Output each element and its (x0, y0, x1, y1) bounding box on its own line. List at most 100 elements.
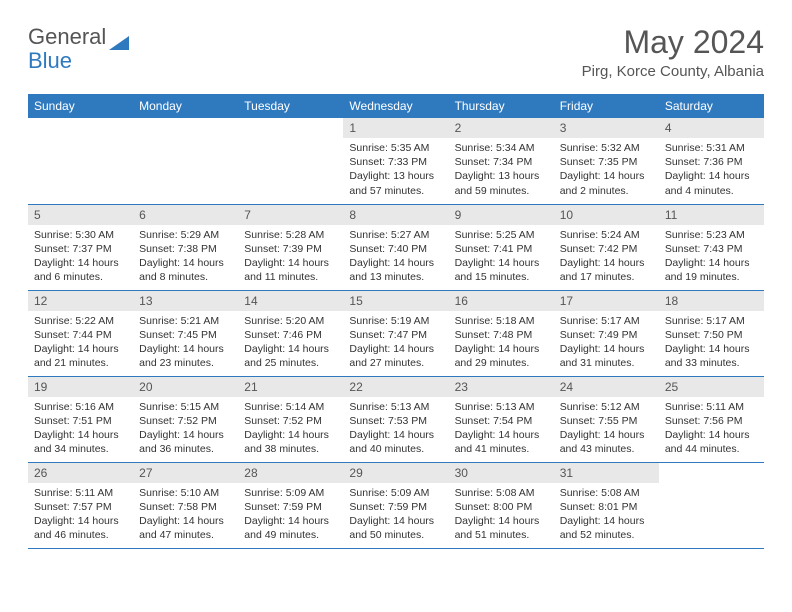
day-details: Sunrise: 5:28 AMSunset: 7:39 PMDaylight:… (238, 225, 343, 289)
sunrise-text: Sunrise: 5:08 AM (455, 486, 548, 500)
day-number: 8 (343, 205, 448, 225)
daylight-text-2: and 25 minutes. (244, 356, 337, 370)
day-details: Sunrise: 5:35 AMSunset: 7:33 PMDaylight:… (343, 138, 448, 202)
sunrise-text: Sunrise: 5:23 AM (665, 228, 758, 242)
daylight-text-1: Daylight: 14 hours (244, 514, 337, 528)
location-text: Pirg, Korce County, Albania (582, 63, 764, 80)
daylight-text-1: Daylight: 13 hours (349, 169, 442, 183)
sunrise-text: Sunrise: 5:30 AM (34, 228, 127, 242)
daylight-text-2: and 40 minutes. (349, 442, 442, 456)
weekday-header: Sunday (28, 94, 133, 118)
day-details: Sunrise: 5:13 AMSunset: 7:53 PMDaylight:… (343, 397, 448, 461)
sunrise-text: Sunrise: 5:11 AM (665, 400, 758, 414)
daylight-text-2: and 59 minutes. (455, 184, 548, 198)
sunset-text: Sunset: 7:52 PM (139, 414, 232, 428)
day-details: Sunrise: 5:15 AMSunset: 7:52 PMDaylight:… (133, 397, 238, 461)
daylight-text-1: Daylight: 14 hours (455, 428, 548, 442)
sunset-text: Sunset: 7:53 PM (349, 414, 442, 428)
calendar-day-cell: 6Sunrise: 5:29 AMSunset: 7:38 PMDaylight… (133, 204, 238, 290)
sunrise-text: Sunrise: 5:08 AM (560, 486, 653, 500)
daylight-text-2: and 44 minutes. (665, 442, 758, 456)
daylight-text-2: and 33 minutes. (665, 356, 758, 370)
sunrise-text: Sunrise: 5:20 AM (244, 314, 337, 328)
sunrise-text: Sunrise: 5:12 AM (560, 400, 653, 414)
daylight-text-2: and 34 minutes. (34, 442, 127, 456)
daylight-text-2: and 11 minutes. (244, 270, 337, 284)
daylight-text-2: and 36 minutes. (139, 442, 232, 456)
day-number: 11 (659, 205, 764, 225)
month-title: May 2024 (582, 24, 764, 61)
calendar-day-cell: 17Sunrise: 5:17 AMSunset: 7:49 PMDayligh… (554, 290, 659, 376)
calendar-day-cell: 7Sunrise: 5:28 AMSunset: 7:39 PMDaylight… (238, 204, 343, 290)
calendar-day-cell: 30Sunrise: 5:08 AMSunset: 8:00 PMDayligh… (449, 462, 554, 548)
day-number: 5 (28, 205, 133, 225)
sunrise-text: Sunrise: 5:34 AM (455, 141, 548, 155)
day-number: 19 (28, 377, 133, 397)
calendar-day-cell: 15Sunrise: 5:19 AMSunset: 7:47 PMDayligh… (343, 290, 448, 376)
sunset-text: Sunset: 7:58 PM (139, 500, 232, 514)
calendar-day-cell: 14Sunrise: 5:20 AMSunset: 7:46 PMDayligh… (238, 290, 343, 376)
title-block: May 2024 Pirg, Korce County, Albania (582, 24, 764, 80)
day-number: 20 (133, 377, 238, 397)
sunset-text: Sunset: 7:49 PM (560, 328, 653, 342)
daylight-text-1: Daylight: 14 hours (244, 256, 337, 270)
daylight-text-1: Daylight: 14 hours (665, 169, 758, 183)
day-number: 12 (28, 291, 133, 311)
sunrise-text: Sunrise: 5:29 AM (139, 228, 232, 242)
day-number: 9 (449, 205, 554, 225)
calendar-day-cell: 16Sunrise: 5:18 AMSunset: 7:48 PMDayligh… (449, 290, 554, 376)
sunset-text: Sunset: 7:57 PM (34, 500, 127, 514)
daylight-text-1: Daylight: 14 hours (665, 342, 758, 356)
daylight-text-2: and 8 minutes. (139, 270, 232, 284)
calendar-day-cell: 5Sunrise: 5:30 AMSunset: 7:37 PMDaylight… (28, 204, 133, 290)
day-number: 6 (133, 205, 238, 225)
sunrise-text: Sunrise: 5:11 AM (34, 486, 127, 500)
calendar-empty-cell (28, 118, 133, 204)
daylight-text-2: and 4 minutes. (665, 184, 758, 198)
calendar-day-cell: 24Sunrise: 5:12 AMSunset: 7:55 PMDayligh… (554, 376, 659, 462)
daylight-text-1: Daylight: 14 hours (455, 342, 548, 356)
daylight-text-2: and 19 minutes. (665, 270, 758, 284)
day-details: Sunrise: 5:14 AMSunset: 7:52 PMDaylight:… (238, 397, 343, 461)
daylight-text-2: and 38 minutes. (244, 442, 337, 456)
sunset-text: Sunset: 7:34 PM (455, 155, 548, 169)
daylight-text-1: Daylight: 14 hours (349, 428, 442, 442)
sunrise-text: Sunrise: 5:35 AM (349, 141, 442, 155)
sunset-text: Sunset: 7:52 PM (244, 414, 337, 428)
daylight-text-1: Daylight: 14 hours (349, 342, 442, 356)
page-header: GeneralBlue May 2024 Pirg, Korce County,… (28, 24, 764, 80)
day-details: Sunrise: 5:11 AMSunset: 7:56 PMDaylight:… (659, 397, 764, 461)
weekday-header: Thursday (449, 94, 554, 118)
daylight-text-1: Daylight: 13 hours (455, 169, 548, 183)
day-details: Sunrise: 5:21 AMSunset: 7:45 PMDaylight:… (133, 311, 238, 375)
daylight-text-1: Daylight: 14 hours (244, 342, 337, 356)
daylight-text-1: Daylight: 14 hours (139, 514, 232, 528)
day-number: 2 (449, 118, 554, 138)
daylight-text-2: and 49 minutes. (244, 528, 337, 542)
daylight-text-2: and 47 minutes. (139, 528, 232, 542)
day-details: Sunrise: 5:34 AMSunset: 7:34 PMDaylight:… (449, 138, 554, 202)
day-number: 25 (659, 377, 764, 397)
sunrise-text: Sunrise: 5:27 AM (349, 228, 442, 242)
daylight-text-2: and 31 minutes. (560, 356, 653, 370)
daylight-text-1: Daylight: 14 hours (34, 428, 127, 442)
daylight-text-1: Daylight: 14 hours (560, 428, 653, 442)
calendar-week-row: 1Sunrise: 5:35 AMSunset: 7:33 PMDaylight… (28, 118, 764, 204)
sunrise-text: Sunrise: 5:16 AM (34, 400, 127, 414)
day-details: Sunrise: 5:09 AMSunset: 7:59 PMDaylight:… (343, 483, 448, 547)
sunset-text: Sunset: 7:38 PM (139, 242, 232, 256)
day-number: 28 (238, 463, 343, 483)
daylight-text-1: Daylight: 14 hours (455, 514, 548, 528)
calendar-header-row: SundayMondayTuesdayWednesdayThursdayFrid… (28, 94, 764, 118)
weekday-header: Tuesday (238, 94, 343, 118)
daylight-text-1: Daylight: 14 hours (665, 428, 758, 442)
day-details: Sunrise: 5:23 AMSunset: 7:43 PMDaylight:… (659, 225, 764, 289)
sunset-text: Sunset: 7:59 PM (349, 500, 442, 514)
day-number: 24 (554, 377, 659, 397)
sunrise-text: Sunrise: 5:32 AM (560, 141, 653, 155)
daylight-text-2: and 27 minutes. (349, 356, 442, 370)
sunset-text: Sunset: 8:01 PM (560, 500, 653, 514)
calendar-empty-cell (238, 118, 343, 204)
calendar-day-cell: 25Sunrise: 5:11 AMSunset: 7:56 PMDayligh… (659, 376, 764, 462)
sunrise-text: Sunrise: 5:15 AM (139, 400, 232, 414)
